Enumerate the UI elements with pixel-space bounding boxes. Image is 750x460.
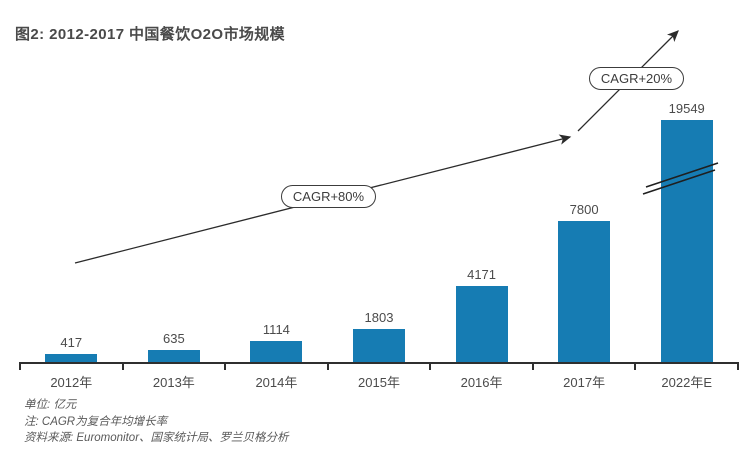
bar-value-label: 1803 [364, 310, 394, 325]
footnotes: 单位: 亿元 注: CAGR为复合年均增长率 资料来源: Euromonitor… [24, 397, 289, 447]
chart-title: 图2: 2012-2017 中国餐饮O2O市场规模 [15, 26, 286, 43]
x-axis-line [20, 362, 739, 364]
bar-2022年E [660, 120, 713, 363]
x-axis-tick [121, 362, 124, 370]
bar-2013年 [147, 350, 200, 363]
x-axis-label: 2015年 [358, 375, 400, 390]
x-axis-tick [634, 362, 637, 370]
x-axis-label: 2012年 [50, 375, 93, 390]
cagr-80-label: CAGR+80% [281, 185, 376, 208]
x-axis-label: 2014年 [255, 375, 298, 390]
bar-value-label: 635 [162, 331, 185, 346]
x-axis-tick [19, 362, 21, 370]
bar-value-label: 4171 [467, 267, 497, 282]
x-axis-tick [737, 362, 739, 370]
x-axis-label: 2022年E [661, 375, 712, 390]
bar-value-label: 7800 [569, 202, 599, 217]
unit-note: 单位: 亿元 [24, 399, 77, 411]
bar-2014年 [250, 341, 303, 363]
bar-value-label: 417 [60, 335, 83, 350]
x-axis-tick [531, 362, 534, 370]
x-axis-tick [224, 362, 227, 370]
cagr-definition-note: 注: CAGR为复合年均增长率 [24, 415, 168, 428]
x-axis-label: 2017年 [563, 375, 606, 390]
x-axis-label: 2016年 [460, 375, 503, 390]
bar-2016年 [455, 286, 508, 363]
source-note: 资料来源: Euromonitor、国家统计局、罗兰贝格分析 [24, 432, 289, 444]
x-axis-label: 2013年 [152, 375, 195, 390]
bar-value-label: 1114 [262, 322, 290, 337]
x-axis-tick [429, 362, 432, 370]
bar-2012年 [45, 354, 98, 363]
bar-2015年 [353, 329, 405, 363]
cagr-20-label: CAGR+20% [589, 67, 684, 90]
x-axis-tick [326, 362, 329, 370]
